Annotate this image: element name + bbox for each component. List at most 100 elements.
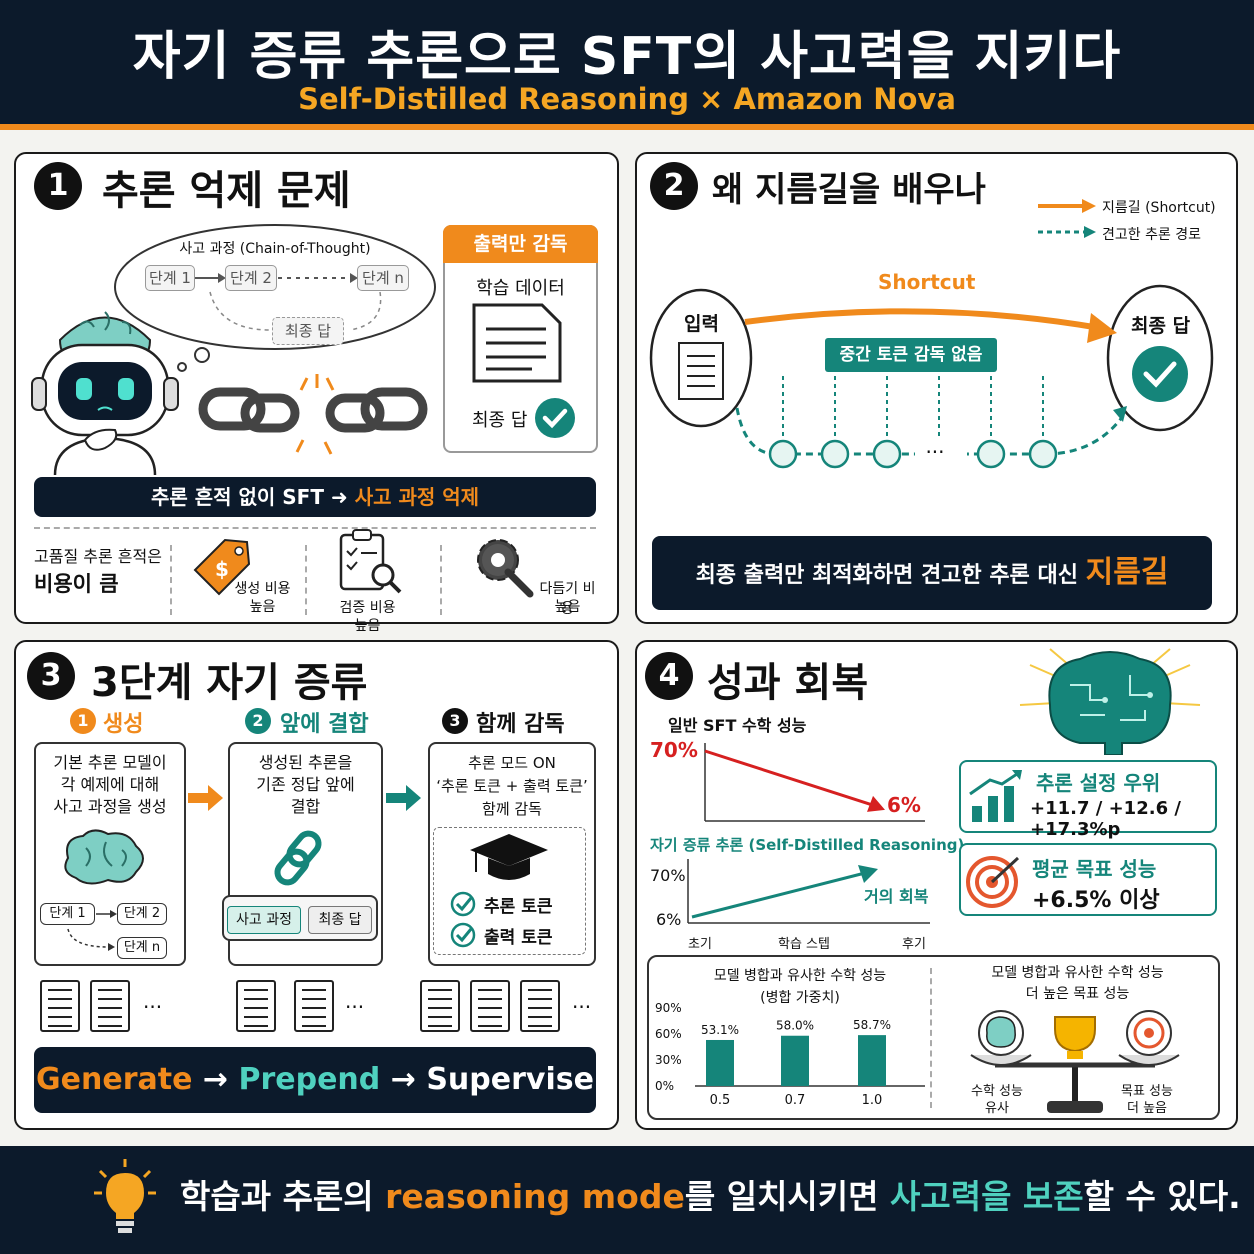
x-tick-label: 1.0 (862, 1093, 883, 1108)
stage-text: 추론 모드 ON ‘추론 토큰 + 출력 토큰’ 함께 감독 (428, 752, 596, 821)
check-label: 추론 토큰 (484, 897, 553, 917)
footer-text-part: 할 수 있다. (1083, 1177, 1241, 1216)
divider (440, 545, 442, 615)
bar (858, 1035, 886, 1086)
legend-arrows (1038, 199, 1096, 238)
card-title: 평균 목표 성능 (1032, 857, 1157, 881)
divider (930, 968, 932, 1108)
x-label-end: 후기 (902, 937, 926, 952)
pipeline-generate: Generate (36, 1062, 193, 1097)
card-title: 추론 설정 우위 (1036, 771, 1161, 795)
stage-text-line: 생성된 추론을 (258, 753, 353, 772)
document-icon (420, 980, 460, 1032)
shortcut-label: Shortcut (878, 270, 976, 294)
mini-step-chip: 단계 n (117, 937, 167, 959)
no-intermediate-supervision-badge: 중간 토큰 감독 없음 (825, 338, 997, 372)
svg-text:$: $ (215, 557, 229, 581)
orange-arrow-icon (188, 785, 223, 811)
bar-value-label: 53.1% (701, 1023, 739, 1037)
stage-number: 3 (442, 708, 468, 734)
page-subtitle: Self-Distilled Reasoning × Amazon Nova (298, 82, 956, 116)
footer-text-part: 학습과 추론의 (180, 1177, 386, 1216)
price-tag-icon: $ (193, 538, 251, 596)
stage-text-line: 각 예제에 대해 (60, 775, 160, 794)
scale-right-label: 더 높음 (1126, 1101, 1167, 1116)
document-icon (472, 303, 562, 383)
footer-banner (0, 1146, 1254, 1254)
cost-line: 검증 비용 (339, 600, 396, 616)
chart2-title: 자기 증류 추론 (Self-Distilled Reasoning) (650, 836, 965, 854)
training-data-label: 학습 데이터 (476, 278, 565, 299)
check-circle-icon (450, 922, 476, 948)
footer-text-part: 를 일치시키면 (684, 1177, 890, 1216)
merge-comparison-box (647, 955, 1220, 1120)
y-tick-label: 30% (655, 1053, 682, 1067)
scale-left-label: 수학 성능 (971, 1084, 1023, 1099)
document-icon (294, 980, 334, 1032)
ellipsis: ··· (572, 995, 592, 1019)
cloud-title: 사고 과정 (Chain-of-Thought) (179, 241, 371, 257)
stage-text-line: 결합 (290, 797, 321, 816)
brain-circuit-icon (1019, 648, 1201, 755)
ellipsis: ··· (143, 995, 163, 1019)
brain-icon (64, 829, 144, 885)
panel-title: 왜 지름길을 배우나 (712, 170, 986, 210)
bar (781, 1035, 809, 1086)
y-tick-label: 6% (656, 910, 681, 927)
step-chip: 단계 2 (225, 265, 277, 291)
series-line (704, 749, 876, 808)
panel-number: 4 (645, 652, 693, 700)
panel-title: 추론 억제 문제 (102, 168, 351, 214)
card-reasoning-advantage (959, 760, 1217, 833)
sft-suppression-bar: 추론 흔적 없이 SFT ➜ 사고 과정 억제 (34, 477, 596, 517)
stage-text-line: 추론 모드 ON (468, 754, 556, 772)
bar-highlight: 지름길 (1085, 555, 1169, 590)
lightbulb-icon (94, 1159, 156, 1233)
step-chip: 단계 1 (145, 265, 195, 291)
scale-title: 더 높은 목표 성능 (1025, 986, 1130, 1002)
bar-left-text: 추론 흔적 없이 SFT (150, 485, 324, 509)
arrow-head (858, 865, 878, 883)
document-icon (520, 980, 560, 1032)
check-label: 출력 토큰 (484, 928, 553, 948)
header-banner (0, 0, 1254, 130)
graduation-cap-icon (470, 834, 548, 880)
legend-robust-path: 견고한 추론 경로 (1102, 227, 1202, 243)
y-tick-label: 60% (655, 1027, 682, 1041)
bar-growth-icon (969, 770, 1022, 822)
divider (305, 545, 307, 615)
check-circle-icon (535, 398, 575, 438)
stage-name: 함께 감독 (476, 712, 565, 737)
mini-step-chip: 단계 1 (40, 903, 95, 925)
bar (706, 1039, 734, 1086)
card-value: +11.7 / +12.6 / +17.3%p (1030, 798, 1181, 840)
stage-name: 생성 (103, 712, 144, 737)
panel-number: 3 (27, 652, 75, 700)
bar-value-label: 58.0% (776, 1019, 814, 1033)
scale-right-label: 목표 성능 (1121, 1084, 1173, 1099)
bar-chart-subtitle: (병합 가중치) (760, 990, 840, 1006)
cost-line: 높음 (354, 618, 381, 634)
footer-highlight: reasoning mode (385, 1177, 685, 1216)
output-label: 최종 답 (1131, 315, 1191, 337)
ellipsis: ··· (925, 440, 945, 464)
shortcut-diagram (649, 284, 1214, 469)
chart1-title: 일반 SFT 수학 성능 (668, 716, 807, 735)
stage-number: 2 (245, 708, 271, 734)
ellipsis: ··· (345, 995, 365, 1019)
bar-highlight: 사고 과정 억제 (354, 485, 480, 509)
chart-sft-decline: 70% 6% (650, 738, 925, 822)
panel-number: 1 (34, 162, 82, 210)
gear-wrench-icon (477, 539, 534, 598)
pipeline-supervise: Supervise (426, 1062, 594, 1097)
card-value: +6.5% 이상 (1032, 888, 1160, 913)
broken-chain-icon (198, 374, 428, 455)
document-icon (236, 980, 276, 1032)
mini-step-arrows (67, 910, 117, 951)
pipeline-prepend: Prepend (238, 1062, 381, 1097)
stage-text-line: 사고 과정을 생성 (53, 797, 167, 816)
cost-note-emphasis: 비용이 큼 (34, 572, 119, 596)
bar-chart-merge-weights: 90% 60% 30% 0% 53.1% 0.5 58.0% 0.7 58.7% 1.0 (655, 1001, 925, 1108)
stage-number: 1 (70, 708, 96, 734)
cost-note: 고품질 추론 흔적은 (34, 547, 162, 566)
